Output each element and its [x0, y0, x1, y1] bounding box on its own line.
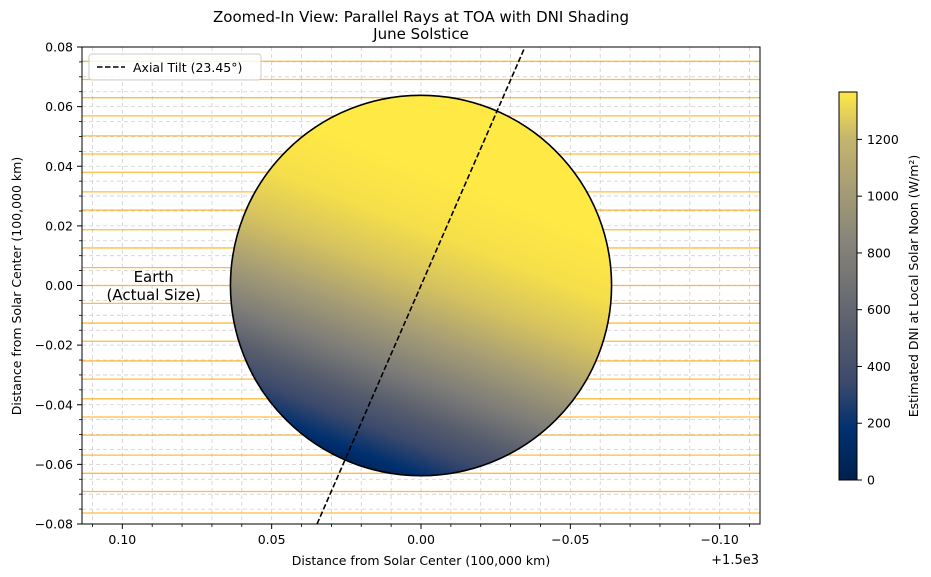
colorbar-label: Estimated DNI at Local Solar Noon (W/m²): [906, 155, 921, 418]
y-tick-label: −0.08: [35, 517, 73, 532]
tilt-layer: [316, 47, 526, 524]
colorbar-tick-label: 400: [867, 359, 891, 374]
legend-box: [88, 53, 262, 81]
chart-title-line2: June Solstice: [372, 25, 469, 43]
chart-title-line1: Zoomed-In View: Parallel Rays at TOA wit…: [213, 8, 629, 26]
colorbar-tick-label: 800: [867, 245, 891, 260]
legend: Axial Tilt (23.45°): [88, 53, 262, 81]
colorbar-gradient: [838, 91, 858, 481]
y-tick-label: 0.00: [45, 278, 73, 293]
x-tick-label: −0.05: [551, 532, 589, 547]
earth-label: Earth(Actual Size): [107, 268, 201, 304]
colorbar-tick-label: 200: [867, 416, 891, 431]
y-tick-label: 0.04: [45, 159, 73, 174]
earth-label-line2: (Actual Size): [107, 286, 201, 304]
axis-ticks: 0.10 0.05 0.00 −0.05 −0.10 0.08 0.06 0.04 0.02 0.…: [35, 40, 750, 547]
colorbar-tick-label: 1000: [867, 189, 899, 204]
colorbar-ticks: 0 200 400 600 800 1000 1200: [857, 132, 899, 488]
y-tick-label: −0.06: [35, 457, 73, 472]
x-tick-label: 0.05: [258, 532, 286, 547]
x-axis-offset-label: +1.5e3: [711, 553, 759, 568]
x-axis-label: Distance from Solar Center (100,000 km): [292, 553, 550, 568]
y-tick-label: −0.04: [35, 397, 73, 412]
y-tick-label: 0.06: [45, 99, 73, 114]
y-tick-label: 0.02: [45, 218, 73, 233]
colorbar-tick-label: 0: [867, 473, 875, 488]
legend-tilt-label: Axial Tilt (23.45°): [133, 60, 242, 75]
y-tick-label: 0.08: [45, 40, 73, 55]
y-tick-label: −0.02: [35, 338, 73, 353]
colorbar-tick-label: 600: [867, 302, 891, 317]
y-axis-label: Distance from Solar Center (100,000 km): [9, 157, 24, 415]
colorbar-tick-label: 1200: [867, 132, 899, 147]
axial-tilt-line: [316, 47, 526, 524]
x-tick-label: −0.10: [701, 532, 739, 547]
x-tick-label: 0.00: [407, 532, 435, 547]
x-tick-label: 0.10: [108, 532, 136, 547]
colorbar: 0 200 400 600 800 1000 1200 Estimated DNI at L…: [838, 91, 921, 488]
earth-label-line1: Earth: [134, 268, 174, 286]
